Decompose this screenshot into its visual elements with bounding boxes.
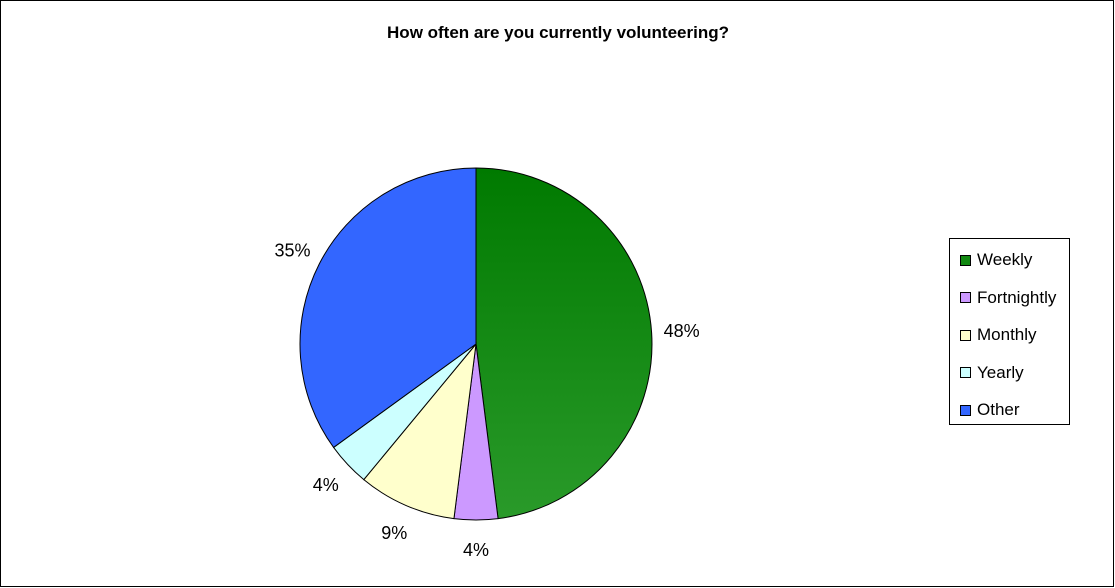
data-label-weekly: 48% (664, 321, 700, 341)
pie-slices (299, 167, 653, 521)
legend-swatch-fortnightly (960, 292, 971, 303)
pie-data-labels: 48% 4% 9% 4% 35% (274, 241, 699, 561)
legend-item-yearly: Yearly (960, 361, 1024, 385)
data-label-fortnightly: 4% (463, 540, 489, 560)
legend-item-fortnightly: Fortnightly (960, 286, 1056, 310)
legend-label: Other (977, 400, 1020, 419)
legend-item-weekly: Weekly (960, 248, 1032, 272)
pie-slice-monthly (363, 342, 477, 520)
legend-item-other: Other (960, 398, 1020, 422)
legend-swatch-yearly (960, 367, 971, 378)
data-label-monthly: 9% (381, 523, 407, 543)
legend-label: Fortnightly (977, 287, 1057, 307)
legend-label: Weekly (977, 250, 1033, 269)
legend-swatch-other (960, 404, 971, 416)
legend-swatch-monthly (960, 329, 971, 341)
legend-item-monthly: Monthly (960, 323, 1037, 347)
pie-slice-weekly (475, 167, 653, 520)
legend-label: Monthly (977, 325, 1037, 344)
legend-label: Yearly (977, 362, 1024, 382)
pie-slice-other (299, 167, 477, 449)
chart-title: How often are you currently volunteering… (387, 23, 729, 42)
legend-swatch-weekly (960, 254, 971, 266)
data-label-yearly: 4% (313, 475, 339, 495)
chart-legend: Weekly Fortnightly Monthly Yearly Other (949, 238, 1070, 425)
data-label-other: 35% (274, 241, 310, 261)
